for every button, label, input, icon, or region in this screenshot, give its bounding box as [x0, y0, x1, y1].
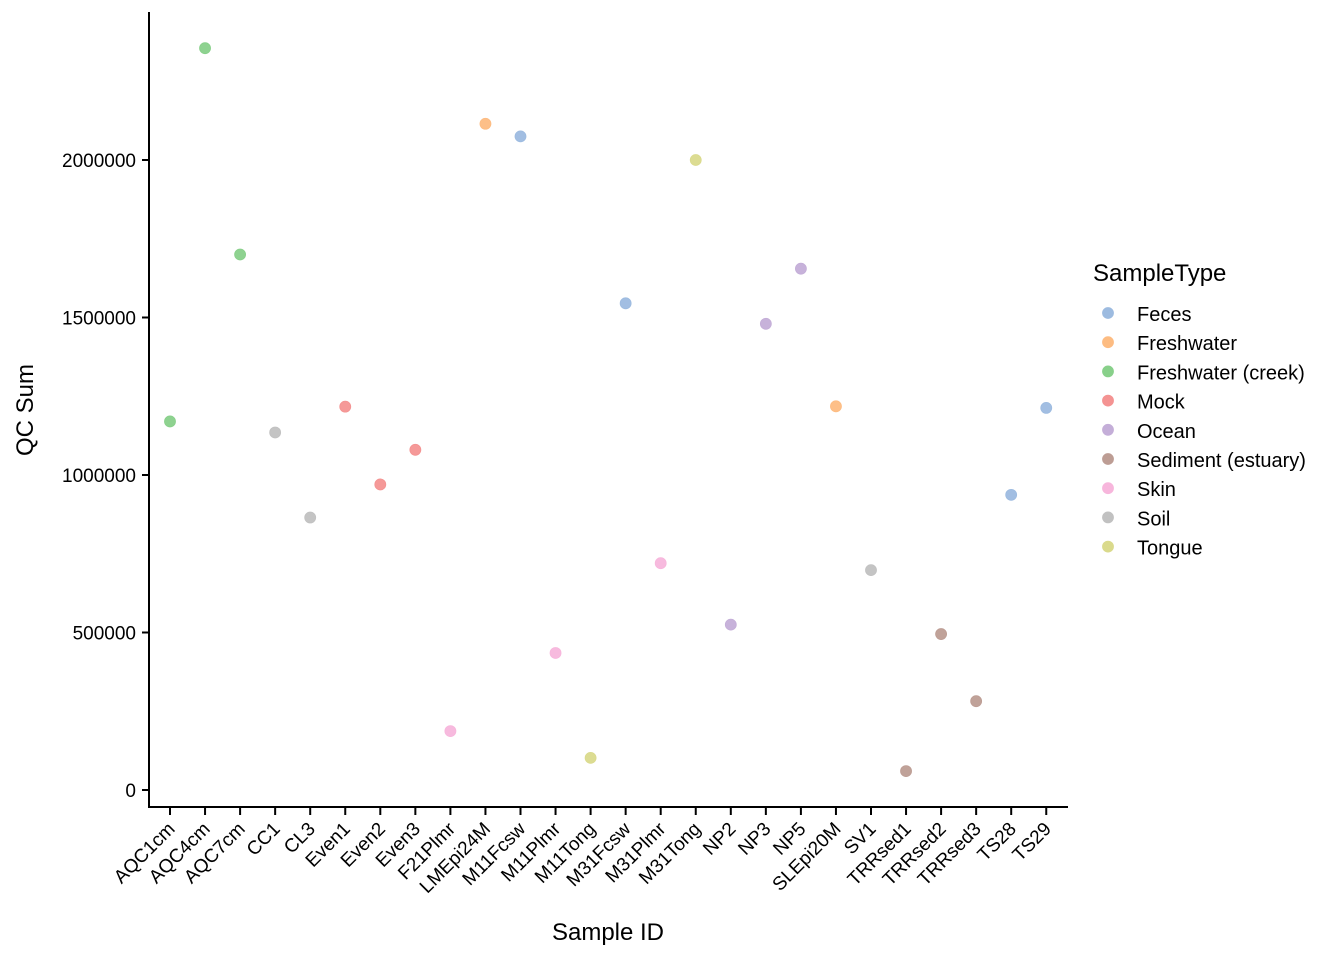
x-tick-label: NP2 [699, 819, 740, 860]
data-point [199, 42, 211, 55]
x-axis-title: Sample ID [552, 919, 664, 946]
x-tick-label: NP3 [734, 819, 775, 860]
x-tick-label: TS29 [1009, 819, 1056, 866]
legend-label: Skin [1137, 479, 1176, 501]
data-points [164, 42, 1053, 777]
data-point [444, 725, 457, 737]
y-tick-label: 0 [125, 781, 136, 802]
legend: SampleType Feces Freshwater Freshwater (cr… [1093, 260, 1306, 560]
legend-label: Ocean [1137, 421, 1196, 443]
legend-title: SampleType [1093, 260, 1226, 287]
data-point [514, 130, 527, 143]
data-point [935, 628, 947, 640]
legend-label: Sediment (estuary) [1137, 450, 1306, 472]
data-point [900, 765, 912, 777]
data-point [584, 751, 597, 764]
data-point [724, 618, 737, 631]
data-point [830, 400, 842, 413]
data-point [865, 564, 877, 577]
data-point [795, 262, 807, 275]
y-tick-label: 1500000 [62, 309, 136, 330]
legend-key [1102, 336, 1114, 349]
legend-label: Freshwater [1137, 333, 1237, 355]
legend-key [1102, 540, 1114, 553]
y-tick-label: 500000 [73, 624, 136, 645]
data-point [304, 511, 317, 524]
y-axis-title: QC Sum [12, 364, 39, 456]
y-axis-ticks: 0 500000 1000000 1500000 2000000 [62, 151, 149, 802]
legend-key [1102, 365, 1114, 378]
data-point [339, 400, 352, 413]
data-point [234, 248, 247, 261]
legend-key [1102, 482, 1114, 495]
legend-label: Tongue [1137, 538, 1203, 560]
data-point [689, 154, 702, 166]
data-point [654, 557, 667, 570]
legend-key [1102, 511, 1114, 524]
legend-label: Mock [1137, 392, 1186, 414]
data-point [479, 117, 492, 130]
y-tick-label: 1000000 [62, 466, 136, 487]
y-tick-label: 2000000 [62, 151, 136, 172]
data-point [970, 695, 983, 708]
data-point [549, 647, 562, 659]
legend-label: Soil [1137, 508, 1170, 530]
legend-label: Feces [1137, 304, 1191, 326]
data-point [1005, 488, 1018, 501]
data-point [164, 415, 176, 428]
data-point [1040, 402, 1053, 414]
data-point [619, 297, 632, 310]
data-point [269, 426, 282, 439]
x-tick-label: CC1 [243, 819, 285, 861]
data-point [409, 443, 422, 456]
x-axis-ticks: AQC1cmAQC4cmAQC7cmCC1CL3Even1Even2Even3F… [110, 808, 1056, 898]
legend-key [1102, 307, 1114, 319]
legend-key [1102, 394, 1114, 407]
legend-key [1102, 453, 1114, 465]
data-point [374, 478, 387, 491]
legend-key [1102, 423, 1114, 436]
legend-label: Freshwater (creek) [1137, 362, 1305, 384]
x-tick-label: TS28 [974, 819, 1021, 866]
data-point [759, 317, 772, 330]
